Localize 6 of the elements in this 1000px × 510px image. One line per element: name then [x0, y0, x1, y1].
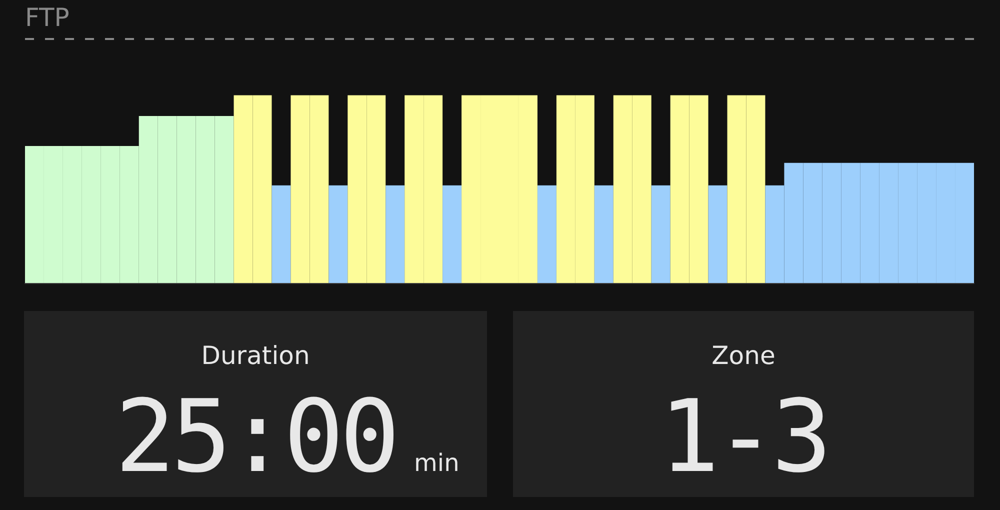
text: Zone	[710, 341, 776, 371]
text: 25:00	[114, 378, 396, 495]
ref-line-label: FTP	[25, 3, 70, 32]
text: min	[414, 449, 460, 477]
text: Duration	[200, 341, 311, 371]
text: 1-3	[659, 378, 828, 495]
